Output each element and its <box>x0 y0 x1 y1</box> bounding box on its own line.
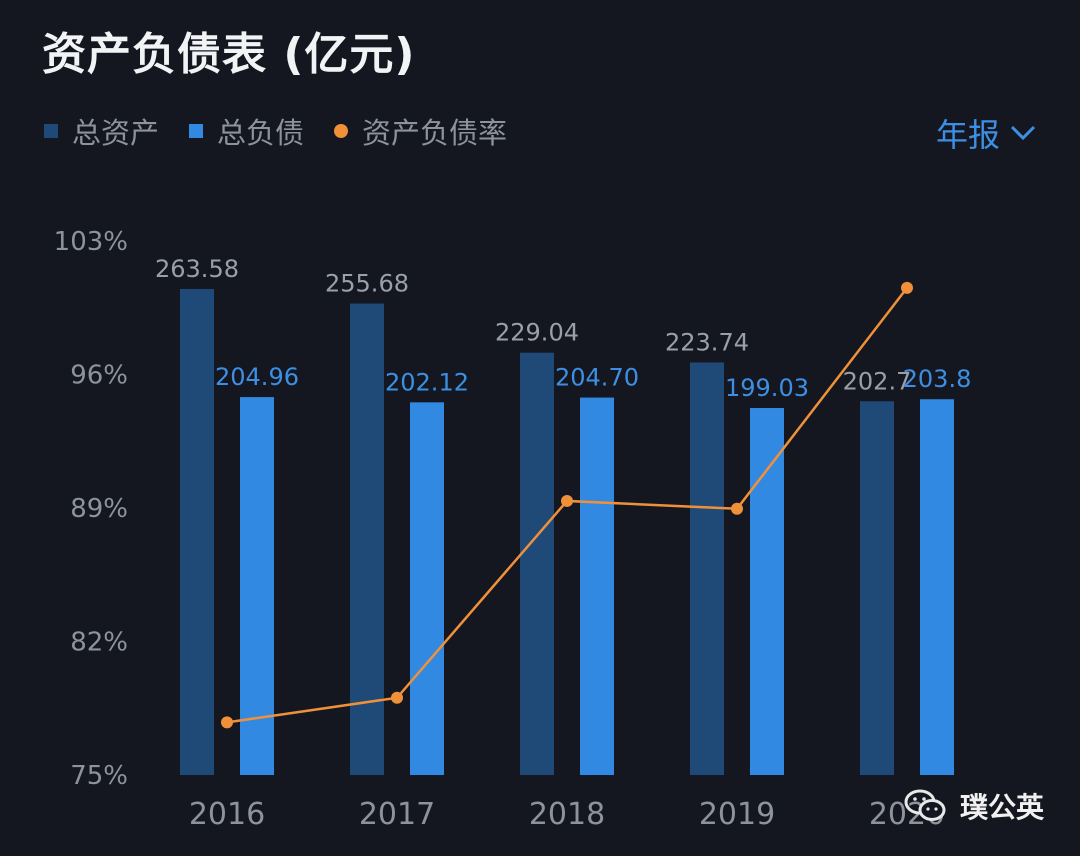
bar-total-assets <box>520 352 554 775</box>
data-label-total-liabilities: 202.12 <box>385 368 469 396</box>
y-tick-label: 89% <box>70 494 128 524</box>
legend-item-total-assets[interactable]: 总资产 <box>44 110 159 152</box>
legend-label-total-liabilities: 总负债 <box>217 116 305 150</box>
y-tick-label: 82% <box>70 628 128 658</box>
bar-total-assets <box>860 401 894 775</box>
point-debt-ratio <box>901 281 913 294</box>
data-label-total-assets: 255.68 <box>325 270 409 298</box>
data-label-total-assets: 263.58 <box>155 255 239 283</box>
wechat-icon <box>904 789 946 821</box>
y-tick-label: 75% <box>70 761 128 791</box>
data-label-total-liabilities: 204.70 <box>555 364 639 392</box>
period-selector[interactable]: 年报 <box>936 110 1036 156</box>
bar-total-liabilities <box>750 408 784 775</box>
chart-title: 资产负债表 (亿元) <box>42 29 416 80</box>
x-tick-label: 2017 <box>359 797 435 832</box>
point-debt-ratio <box>221 716 233 729</box>
bar-total-liabilities <box>920 399 954 775</box>
legend-swatch-debt-ratio <box>334 124 349 138</box>
data-label-total-liabilities: 204.96 <box>215 363 299 391</box>
legend-swatch-total-assets <box>44 124 58 138</box>
legend-swatch-total-liabilities <box>189 124 204 138</box>
legend: 总资产 总负债 资产负债率 <box>44 110 537 152</box>
legend-item-debt-ratio[interactable]: 资产负债率 <box>334 110 507 152</box>
x-tick-label: 2016 <box>189 797 265 832</box>
point-debt-ratio <box>391 691 403 704</box>
legend-label-total-assets: 总资产 <box>72 116 160 150</box>
y-tick-label: 96% <box>70 361 128 391</box>
x-tick-label: 2019 <box>699 797 775 832</box>
bar-total-assets <box>690 362 724 775</box>
watermark-label: 璞公英 <box>959 791 1044 824</box>
x-tick-label: 2018 <box>529 797 605 832</box>
bar-total-liabilities <box>580 397 614 775</box>
bar-total-liabilities <box>410 402 444 775</box>
bar-total-liabilities <box>240 397 274 775</box>
chevron-down-icon <box>1010 125 1036 141</box>
bar-total-assets <box>350 303 384 775</box>
period-selector-label: 年报 <box>935 116 1000 154</box>
data-label-total-assets: 202.7 <box>843 367 912 395</box>
legend-label-debt-ratio: 资产负债率 <box>362 116 508 150</box>
y-tick-label: 103% <box>54 227 128 257</box>
point-debt-ratio <box>731 502 743 515</box>
watermark: 璞公英 <box>904 786 1044 826</box>
legend-item-total-liabilities[interactable]: 总负债 <box>189 110 304 152</box>
data-label-total-liabilities: 199.03 <box>725 374 809 402</box>
data-label-total-assets: 229.04 <box>495 319 579 347</box>
point-debt-ratio <box>561 494 573 507</box>
data-label-total-liabilities: 203.8 <box>903 365 972 393</box>
bar-total-assets <box>180 289 214 775</box>
data-label-total-assets: 223.74 <box>665 328 749 356</box>
